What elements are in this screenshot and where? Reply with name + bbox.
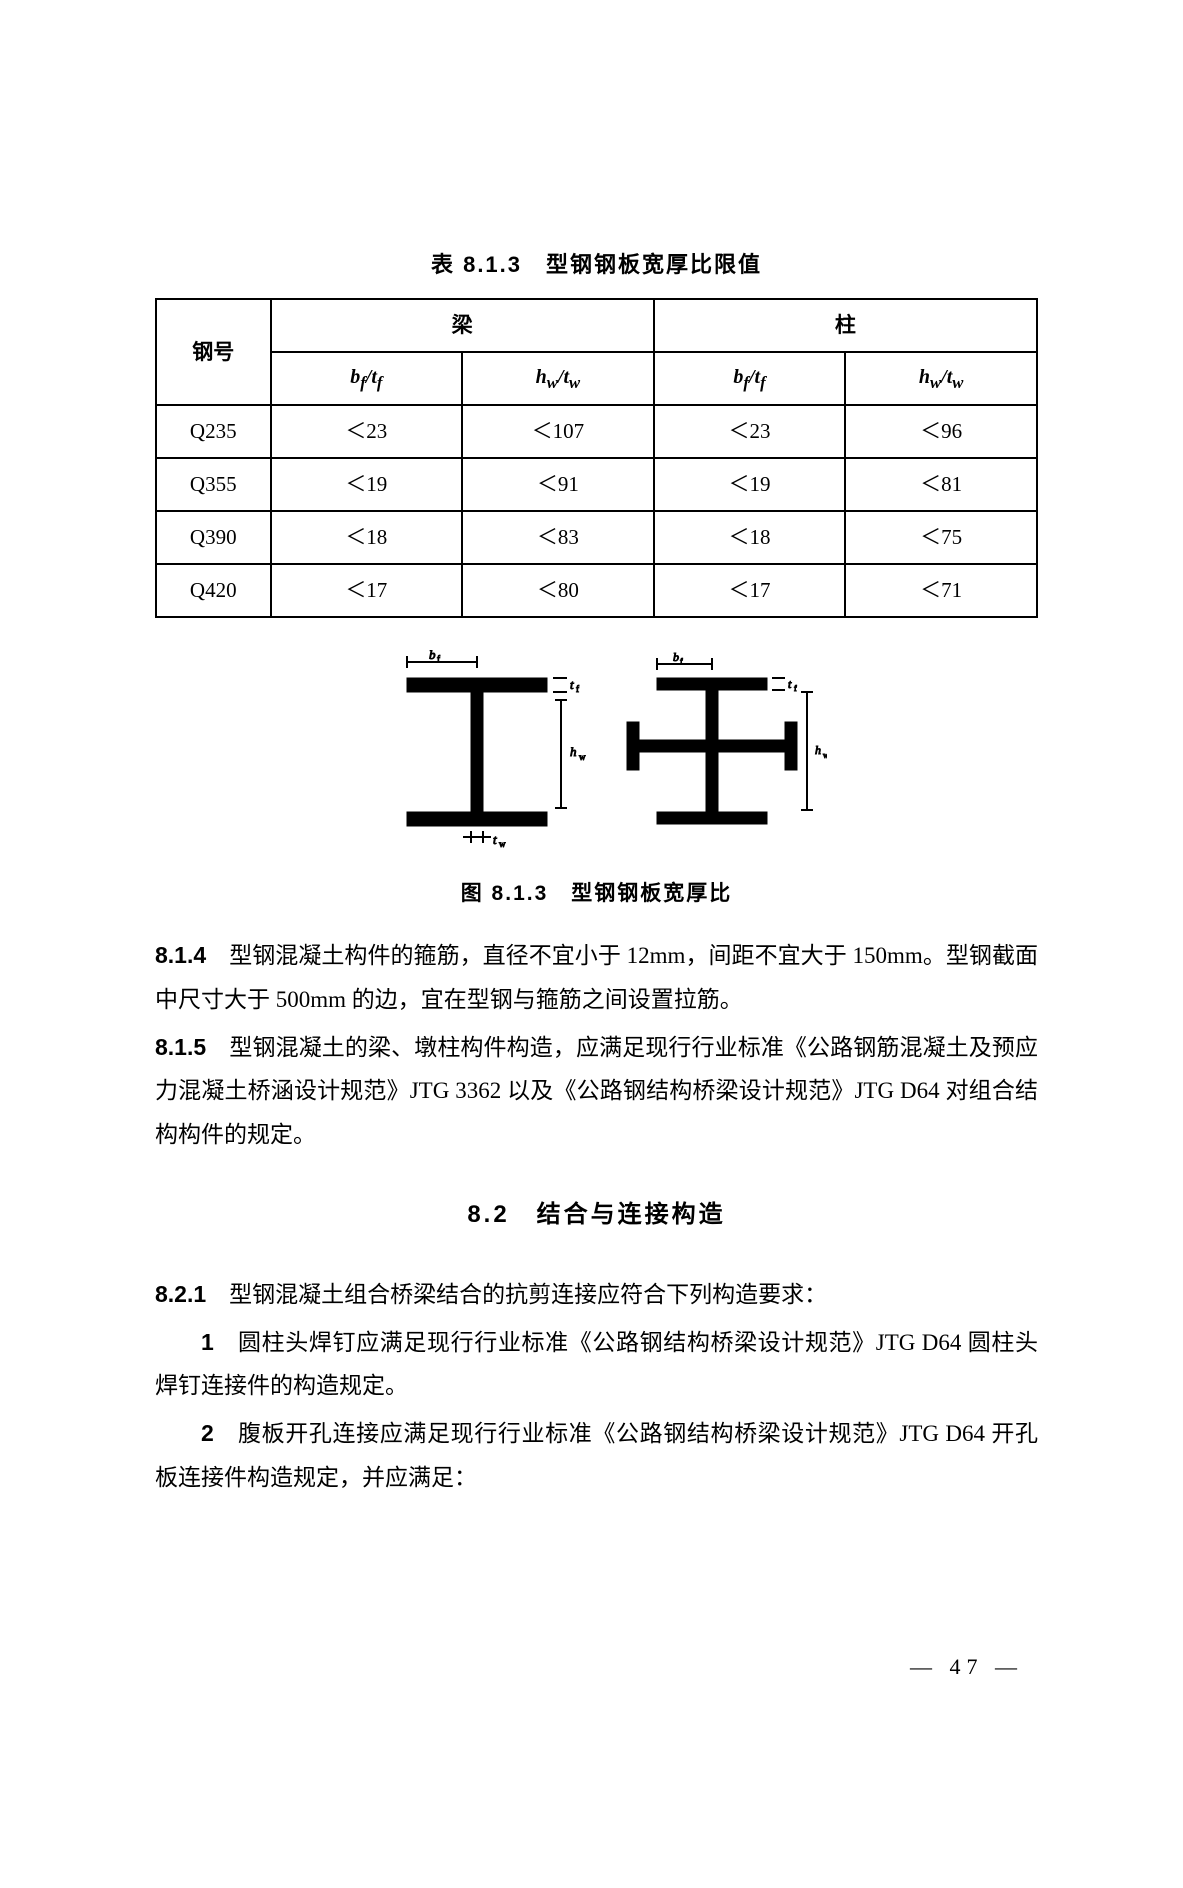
cell-steel: Q420 — [156, 564, 271, 617]
svg-text:b: b — [673, 650, 679, 664]
cell-val: ＜91 — [462, 458, 654, 511]
list-item-2: 2 腹板开孔连接应满足现行行业标准《公路钢结构桥梁设计规范》JTG D64 开孔… — [155, 1412, 1038, 1499]
item-number: 1 — [201, 1329, 214, 1355]
table-header-row-2: bf/tf hw/tw bf/tf hw/tw — [156, 352, 1037, 406]
cell-val: ＜96 — [845, 405, 1037, 458]
svg-text:f: f — [794, 684, 797, 693]
table-row: Q390 ＜18 ＜83 ＜18 ＜75 — [156, 511, 1037, 564]
cell-val: ＜80 — [462, 564, 654, 617]
table-row: Q355 ＜19 ＜91 ＜19 ＜81 — [156, 458, 1037, 511]
cell-val: ＜17 — [271, 564, 463, 617]
svg-text:t: t — [788, 677, 792, 691]
cell-steel: Q235 — [156, 405, 271, 458]
svg-text:w: w — [823, 751, 827, 760]
svg-text:w: w — [499, 839, 506, 848]
subheader-3: hw/tw — [845, 352, 1037, 406]
table-row: Q420 ＜17 ＜80 ＜17 ＜71 — [156, 564, 1037, 617]
svg-text:f: f — [576, 684, 579, 694]
section-heading-8-2: 8.2 结合与连接构造 — [155, 1193, 1038, 1237]
item-text: 圆柱头焊钉应满足现行行业标准《公路钢结构桥梁设计规范》JTG D64 圆柱头焊钉… — [155, 1330, 1038, 1399]
paragraph-8-2-1: 8.2.1 型钢混凝土组合桥梁结合的抗剪连接应符合下列构造要求： — [155, 1273, 1038, 1317]
cell-val: ＜75 — [845, 511, 1037, 564]
table-row: Q235 ＜23 ＜107 ＜23 ＜96 — [156, 405, 1037, 458]
cell-val: ＜18 — [271, 511, 463, 564]
subheader-2: bf/tf — [654, 352, 846, 406]
paragraph-text: 型钢混凝土构件的箍筋，直径不宜小于 12mm，间距不宜大于 150mm。型钢截面… — [155, 943, 1038, 1012]
cell-steel: Q390 — [156, 511, 271, 564]
section-number: 8.1.4 — [155, 942, 206, 968]
header-column: 柱 — [654, 299, 1037, 352]
svg-text:b: b — [429, 648, 436, 662]
cell-val: ＜81 — [845, 458, 1037, 511]
cell-val: ＜107 — [462, 405, 654, 458]
header-beam: 梁 — [271, 299, 654, 352]
cell-val: ＜23 — [654, 405, 846, 458]
svg-text:h: h — [815, 743, 821, 757]
cell-val: ＜83 — [462, 511, 654, 564]
cell-val: ＜18 — [654, 511, 846, 564]
cell-val: ＜23 — [271, 405, 463, 458]
table-header-row-1: 钢号 梁 柱 — [156, 299, 1037, 352]
paragraph-8-1-5: 8.1.5 型钢混凝土的梁、墩柱构件构造，应满足现行行业标准《公路钢筋混凝土及预… — [155, 1026, 1038, 1157]
figure-area: b f t f h w t w — [155, 648, 1038, 862]
ratio-limit-table: 钢号 梁 柱 bf/tf hw/tw bf/tf hw/tw Q235 ＜23 … — [155, 298, 1038, 618]
svg-text:t: t — [570, 677, 574, 692]
cell-steel: Q355 — [156, 458, 271, 511]
svg-text:f: f — [680, 657, 683, 666]
cell-val: ＜71 — [845, 564, 1037, 617]
cell-val: ＜19 — [654, 458, 846, 511]
item-number: 2 — [201, 1420, 214, 1446]
svg-text:f: f — [437, 654, 440, 664]
svg-text:t: t — [493, 832, 497, 847]
subheader-1: hw/tw — [462, 352, 654, 406]
cell-val: ＜17 — [654, 564, 846, 617]
paragraph-text: 型钢混凝土的梁、墩柱构件构造，应满足现行行业标准《公路钢筋混凝土及预应力混凝土桥… — [155, 1035, 1038, 1147]
table-caption: 表 8.1.3 型钢钢板宽厚比限值 — [155, 245, 1038, 286]
paragraph-text: 型钢混凝土组合桥梁结合的抗剪连接应符合下列构造要求： — [206, 1282, 827, 1307]
figure-caption: 图 8.1.3 型钢钢板宽厚比 — [155, 875, 1038, 914]
svg-text:w: w — [579, 752, 586, 762]
page-number: — 47 — — [910, 1647, 1023, 1688]
subheader-0: bf/tf — [271, 352, 463, 406]
list-item-1: 1 圆柱头焊钉应满足现行行业标准《公路钢结构桥梁设计规范》JTG D64 圆柱头… — [155, 1321, 1038, 1408]
section-number: 8.2.1 — [155, 1281, 206, 1307]
paragraph-8-1-4: 8.1.4 型钢混凝土构件的箍筋，直径不宜小于 12mm，间距不宜大于 150m… — [155, 934, 1038, 1021]
item-text: 腹板开孔连接应满足现行行业标准《公路钢结构桥梁设计规范》JTG D64 开孔板连… — [155, 1421, 1038, 1490]
section-number: 8.1.5 — [155, 1034, 206, 1060]
cell-val: ＜19 — [271, 458, 463, 511]
svg-text:h: h — [570, 744, 577, 759]
figure-i-section: b f t f h w t w — [367, 648, 827, 848]
header-steel: 钢号 — [156, 299, 271, 406]
